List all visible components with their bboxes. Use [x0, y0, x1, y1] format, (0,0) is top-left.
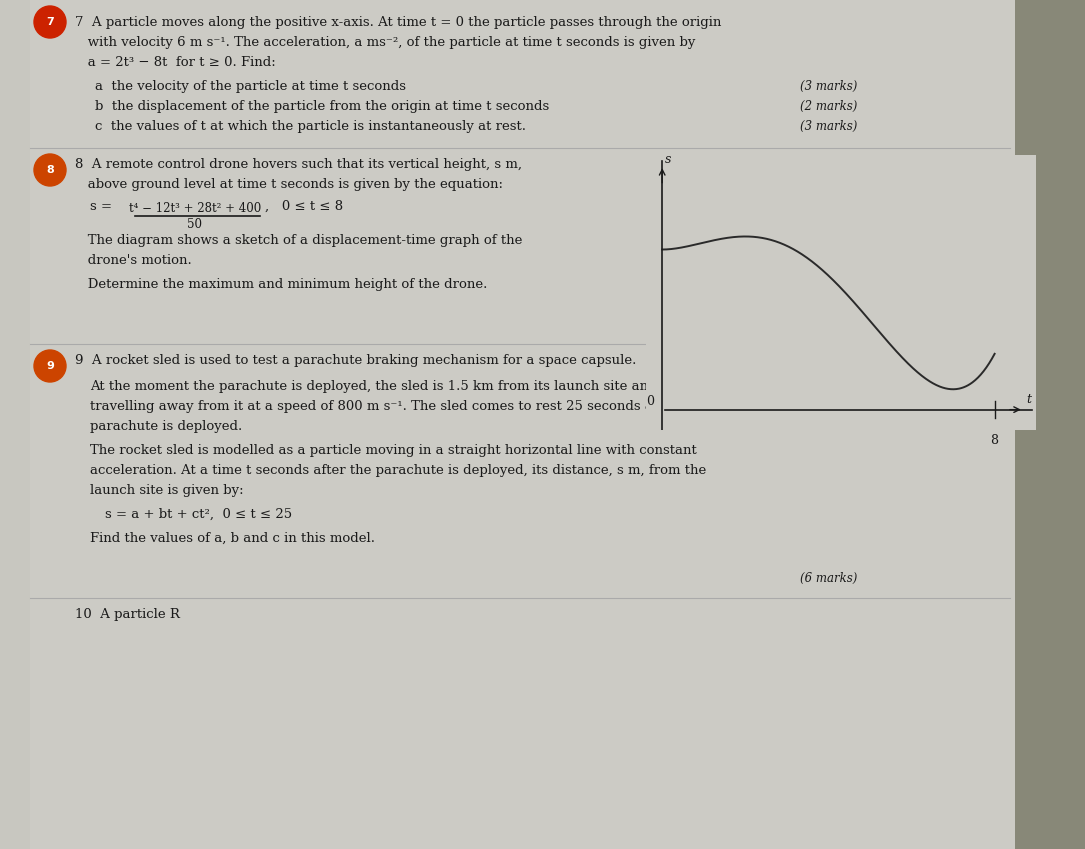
Text: c  the values of t at which the particle is instantaneously at rest.: c the values of t at which the particle … [95, 120, 526, 133]
Text: 7: 7 [47, 17, 54, 27]
Text: 8: 8 [991, 434, 998, 447]
Text: The rocket sled is modelled as a particle moving in a straight horizontal line w: The rocket sled is modelled as a particl… [90, 444, 697, 457]
Text: 10  A particle R: 10 A particle R [75, 608, 180, 621]
Circle shape [34, 350, 66, 382]
Text: a  the velocity of the particle at time t seconds: a the velocity of the particle at time t… [95, 80, 406, 93]
Text: s =: s = [90, 200, 112, 212]
Text: At the moment the parachute is deployed, the sled is 1.5 km from its launch site: At the moment the parachute is deployed,… [90, 380, 672, 393]
Bar [1014, 0, 1085, 849]
Text: 9: 9 [46, 361, 54, 371]
Text: b  the displacement of the particle from the origin at time t seconds: b the displacement of the particle from … [95, 100, 549, 113]
Text: drone's motion.: drone's motion. [75, 254, 192, 267]
Text: 0: 0 [646, 396, 654, 408]
Text: a = 2t³ − 8t  for t ≥ 0. Find:: a = 2t³ − 8t for t ≥ 0. Find: [75, 56, 276, 69]
Text: above ground level at time t seconds is given by the equation:: above ground level at time t seconds is … [75, 178, 503, 191]
Text: (6 marks): (6 marks) [800, 572, 857, 585]
Text: 7  A particle moves along the positive x-axis. At time t = 0 the particle passes: 7 A particle moves along the positive x-… [75, 16, 722, 29]
Text: t: t [1026, 393, 1031, 406]
Circle shape [34, 6, 66, 38]
Text: acceleration. At a time t seconds after the parachute is deployed, its distance,: acceleration. At a time t seconds after … [90, 464, 706, 477]
Text: 8  A remote control drone hovers such that its vertical height, s m,: 8 A remote control drone hovers such tha… [75, 158, 522, 171]
Text: (3 marks): (3 marks) [800, 120, 857, 133]
Text: (7 marks): (7 marks) [800, 318, 857, 331]
Text: (2 marks): (2 marks) [800, 100, 857, 113]
Text: 50: 50 [188, 218, 203, 231]
Text: with velocity 6 m s⁻¹. The acceleration, a ms⁻², of the particle at time t secon: with velocity 6 m s⁻¹. The acceleration,… [75, 36, 695, 49]
Text: The diagram shows a sketch of a displacement-time graph of the: The diagram shows a sketch of a displace… [75, 234, 522, 247]
Text: Find the values of a, b and c in this model.: Find the values of a, b and c in this mo… [90, 532, 375, 545]
Text: 9  A rocket sled is used to test a parachute braking mechanism for a space capsu: 9 A rocket sled is used to test a parach… [75, 354, 637, 367]
Text: 8: 8 [47, 165, 54, 175]
Circle shape [34, 154, 66, 186]
Text: launch site is given by:: launch site is given by: [90, 484, 244, 497]
Text: ,   0 ≤ t ≤ 8: , 0 ≤ t ≤ 8 [265, 200, 343, 212]
Text: t⁴ − 12t³ + 28t² + 400: t⁴ − 12t³ + 28t² + 400 [129, 202, 261, 215]
Text: s = a + bt + ct²,  0 ≤ t ≤ 25: s = a + bt + ct², 0 ≤ t ≤ 25 [105, 508, 292, 521]
Text: parachute is deployed.: parachute is deployed. [90, 420, 242, 433]
Text: Determine the maximum and minimum height of the drone.: Determine the maximum and minimum height… [75, 278, 487, 291]
Text: (3 marks): (3 marks) [800, 80, 857, 93]
Text: s: s [665, 153, 672, 166]
Text: travelling away from it at a speed of 800 m s⁻¹. The sled comes to rest 25 secon: travelling away from it at a speed of 80… [90, 400, 703, 413]
